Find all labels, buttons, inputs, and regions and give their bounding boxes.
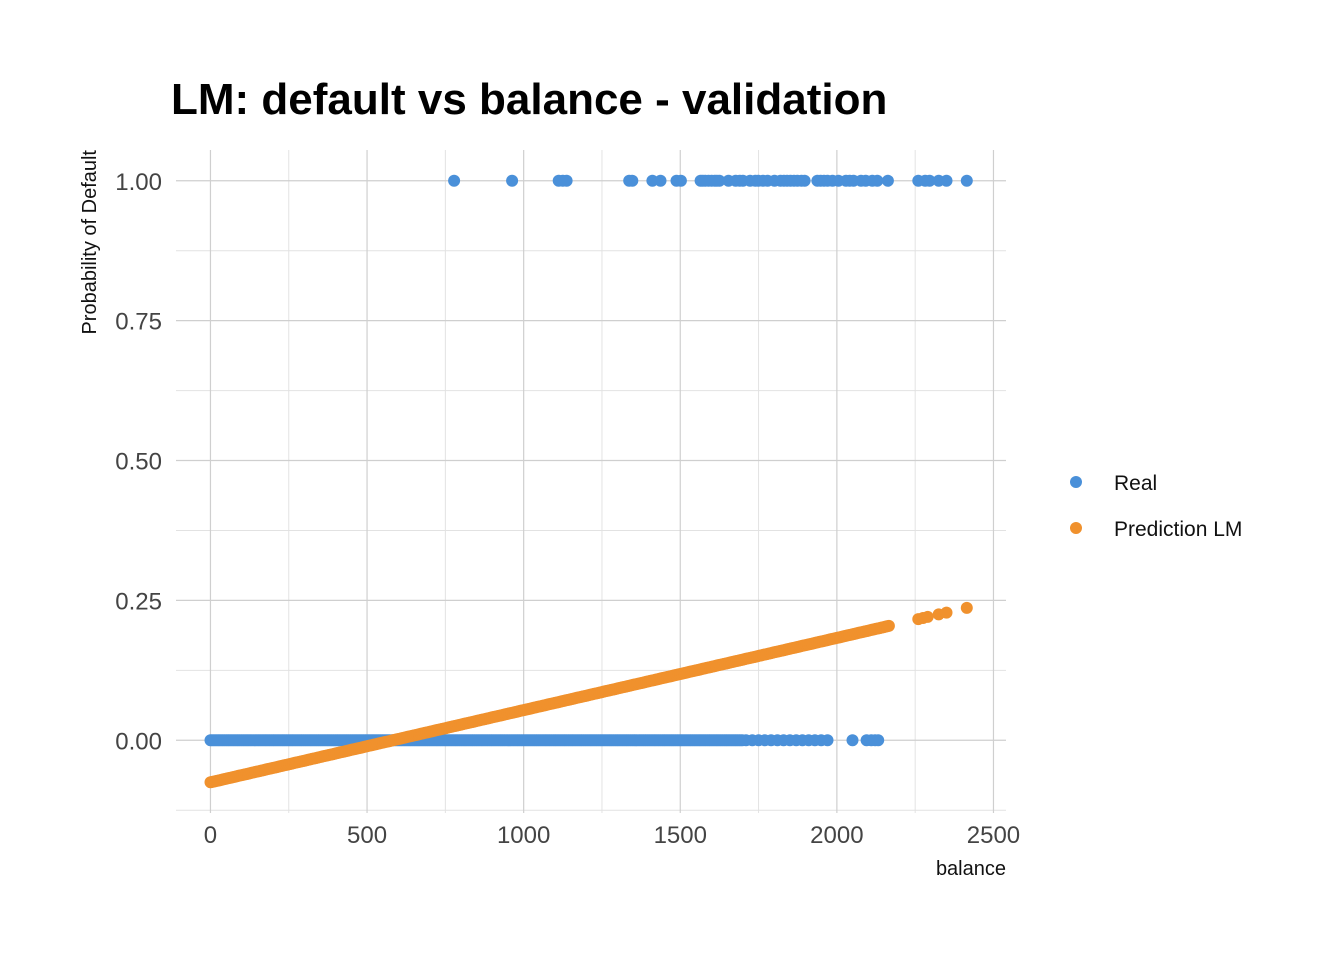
- point-prediction-lm: [882, 619, 895, 632]
- point-real: [846, 734, 859, 747]
- point-real: [923, 174, 936, 187]
- point-prediction-lm: [921, 610, 934, 623]
- y-tick-label: 0.00: [115, 728, 162, 755]
- point-real: [940, 174, 953, 187]
- x-tick-label: 1500: [654, 822, 707, 849]
- y-tick-label: 0.50: [115, 449, 162, 476]
- x-axis-label: balance: [936, 858, 1006, 880]
- point-real: [872, 734, 885, 747]
- y-axis-ticks: 0.00 0.25 0.50 0.75 1.00: [115, 169, 162, 755]
- x-tick-label: 2500: [967, 822, 1020, 849]
- series-real-one: [448, 174, 973, 187]
- point-real: [821, 734, 834, 747]
- point-real: [881, 174, 894, 187]
- point-prediction-lm: [940, 606, 953, 619]
- legend-swatch-prediction-lm: [1070, 522, 1082, 534]
- point-real: [506, 174, 519, 187]
- grid: [176, 150, 1006, 813]
- y-tick-label: 0.75: [115, 309, 162, 336]
- x-tick-label: 0: [204, 822, 217, 849]
- x-axis-ticks: 0 500 1000 1500 2000 2500: [204, 822, 1020, 849]
- series-prediction-lm: [204, 601, 973, 789]
- point-real: [626, 174, 639, 187]
- x-tick-label: 500: [347, 822, 387, 849]
- point-real: [448, 174, 461, 187]
- legend-label-prediction-lm: Prediction LM: [1114, 518, 1242, 541]
- y-tick-label: 1.00: [115, 169, 162, 196]
- point-prediction-lm: [960, 601, 973, 614]
- chart-title: LM: default vs balance - validation: [171, 75, 887, 124]
- y-tick-label: 0.25: [115, 588, 162, 615]
- point-real: [798, 174, 811, 187]
- x-tick-label: 2000: [810, 822, 863, 849]
- legend-swatch-real: [1070, 476, 1082, 488]
- point-real: [674, 174, 687, 187]
- series-layer: [204, 174, 973, 789]
- point-real: [960, 174, 973, 187]
- y-axis-label: Probability of Default: [79, 150, 101, 335]
- legend-label-real: Real: [1114, 472, 1157, 495]
- point-real: [560, 174, 573, 187]
- point-real: [654, 174, 667, 187]
- point-real: [713, 174, 726, 187]
- series-real-zero: [204, 734, 885, 747]
- legend: Real Prediction LM: [1070, 472, 1242, 541]
- point-real: [871, 174, 884, 187]
- x-tick-label: 1000: [497, 822, 550, 849]
